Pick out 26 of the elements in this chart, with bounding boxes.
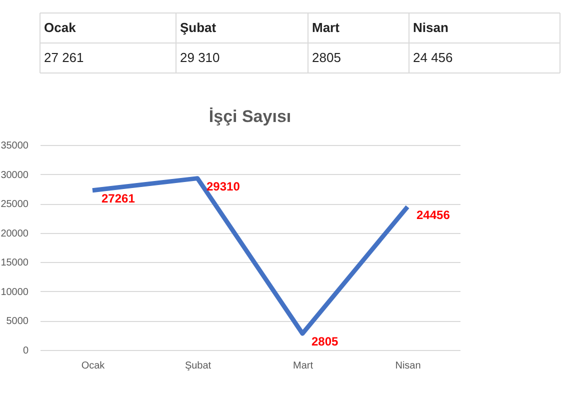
category-label: Şubat bbox=[180, 20, 216, 35]
text: 24 456 bbox=[413, 50, 453, 65]
line-series bbox=[90, 176, 410, 336]
category-label: Ocak bbox=[44, 20, 76, 35]
x-tick-label: Ocak bbox=[81, 360, 106, 372]
text: 27261 bbox=[102, 191, 135, 206]
x-tick-label: Nisan bbox=[395, 360, 421, 372]
x-tick-label: Şubat bbox=[184, 360, 212, 372]
y-tick-label: 10000 bbox=[0, 286, 29, 298]
text: 2805 bbox=[312, 50, 341, 65]
text: 27 261 bbox=[44, 50, 84, 65]
y-tick-label: 30000 bbox=[0, 170, 29, 181]
text: 24456 bbox=[416, 208, 450, 222]
text: 29310 bbox=[206, 179, 240, 194]
y-tick-label: 0 bbox=[22, 346, 29, 356]
y-tick-label: 5000 bbox=[6, 316, 29, 328]
text: 29 310 bbox=[180, 50, 220, 65]
y-tick-label: 25000 bbox=[0, 199, 29, 210]
x-tick-label: Mart bbox=[293, 360, 314, 372]
y-tick-label: 15000 bbox=[0, 258, 29, 269]
y-tick-label: 20000 bbox=[0, 228, 29, 240]
category-label: Nisan bbox=[413, 20, 448, 35]
category-label: Mart bbox=[312, 20, 340, 35]
y-tick-label: 35000 bbox=[0, 140, 29, 152]
annotation: 2805 bbox=[312, 334, 339, 349]
chart-title: İşçi Sayısı bbox=[208, 107, 292, 126]
